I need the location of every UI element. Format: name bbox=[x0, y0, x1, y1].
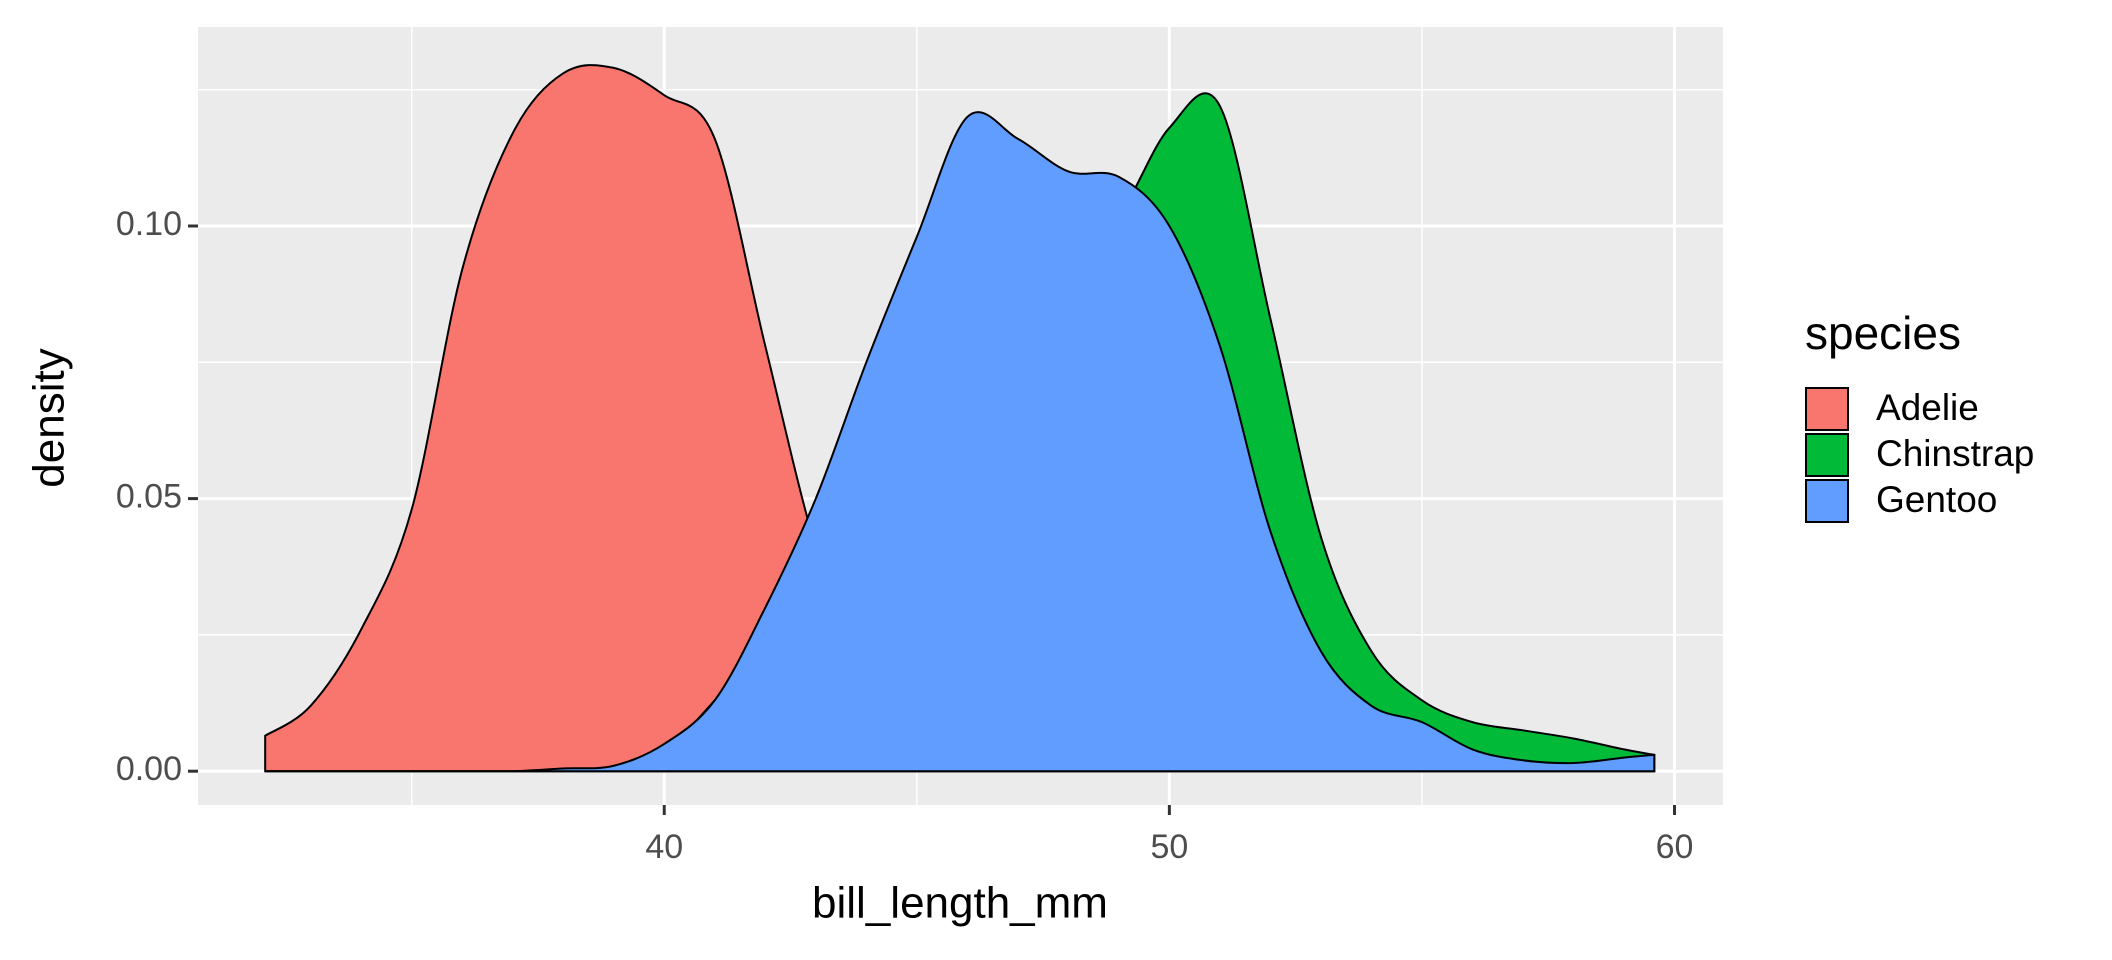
x-tick-label: 50 bbox=[1150, 828, 1188, 866]
legend-label: Gentoo bbox=[1876, 479, 1997, 520]
legend-label: Adelie bbox=[1876, 387, 1979, 428]
y-axis-title: density bbox=[25, 348, 74, 487]
legend-key bbox=[1805, 433, 1849, 477]
y-tick-label: 0.00 bbox=[116, 750, 182, 788]
legend-label: Chinstrap bbox=[1876, 433, 2034, 474]
x-tick-label: 40 bbox=[645, 828, 683, 866]
y-tick-label: 0.05 bbox=[116, 478, 182, 516]
y-tick-label: 0.10 bbox=[116, 205, 182, 243]
legend-title: species bbox=[1805, 307, 1961, 359]
x-tick-label: 60 bbox=[1656, 828, 1694, 866]
legend-key bbox=[1805, 387, 1849, 431]
density-area bbox=[265, 111, 1656, 773]
x-axis-title: bill_length_mm bbox=[812, 879, 1108, 928]
legend-key bbox=[1805, 479, 1849, 523]
